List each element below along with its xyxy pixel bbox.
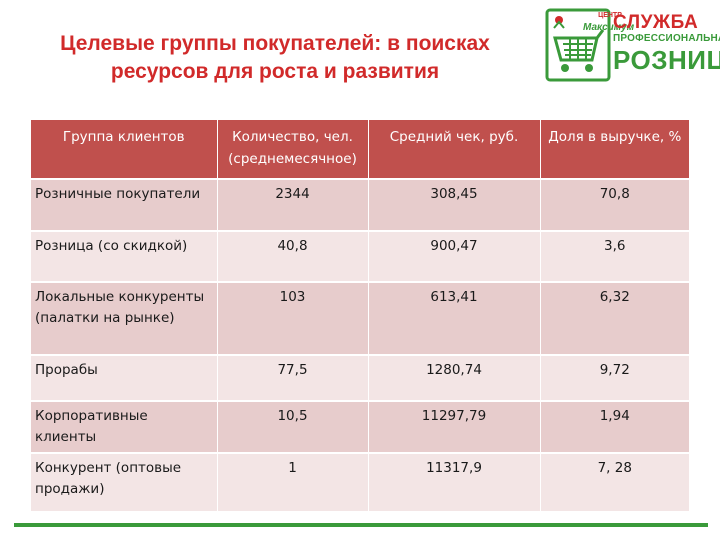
cell-avg-check: 11317,9 — [368, 452, 541, 511]
cell-count: 103 — [217, 281, 369, 355]
table-header-row: Группа клиентов Количество, чел. (средне… — [31, 120, 689, 179]
cell-avg-check: 308,45 — [368, 178, 541, 231]
cell-group: Розничные покупатели — [31, 178, 218, 231]
cell-group: Конкурент (оптовые продажи) — [31, 452, 218, 511]
table-row: Прорабы 77,5 1280,74 9,72 — [31, 354, 689, 401]
cell-avg-check: 613,41 — [368, 281, 541, 355]
cell-count: 2344 — [217, 178, 369, 231]
logo-brand-text: Максимум — [583, 22, 635, 33]
header-avg-check: Средний чек, руб. — [368, 120, 541, 179]
header-group: Группа клиентов — [31, 120, 218, 179]
logo-text: СЛУЖБА ПРОФЕССИОНАЛЬНАЯ РОЗНИЦА — [613, 12, 720, 76]
logo-small-text: ЦЕНТР — [598, 12, 622, 19]
table-row: Конкурент (оптовые продажи) 1 11317,9 7,… — [31, 452, 689, 511]
logo-line2: ПРОФЕССИОНАЛЬНАЯ — [613, 33, 720, 44]
header-count: Количество, чел. (среднемесячное) — [217, 120, 369, 179]
cell-share: 6,32 — [540, 281, 689, 355]
cell-count: 77,5 — [217, 354, 369, 401]
slide-title-line2: ресурсов для роста и развития — [110, 60, 440, 83]
table-row: Розница (со скидкой) 40,8 900,47 3,6 — [31, 230, 689, 282]
cell-avg-check: 900,47 — [368, 230, 541, 282]
cell-group: Корпоративные клиенты — [31, 400, 218, 453]
shopping-cart-icon — [545, 8, 715, 90]
cell-group: Розница (со скидкой) — [31, 230, 218, 282]
table-row: Розничные покупатели 2344 308,45 70,8 — [31, 178, 689, 231]
cell-avg-check: 1280,74 — [368, 354, 541, 401]
cell-count: 10,5 — [217, 400, 369, 453]
cell-share: 9,72 — [540, 354, 689, 401]
logo-line3: РОЗНИЦА — [613, 45, 720, 75]
header-share: Доля в выручке, % — [540, 120, 689, 179]
cell-share: 1,94 — [540, 400, 689, 453]
slide-title-line1: Целевые группы покупателей: в поисках — [60, 32, 490, 55]
cell-share: 70,8 — [540, 178, 689, 231]
bottom-divider — [14, 523, 708, 527]
customer-groups-table: Группа клиентов Количество, чел. (средне… — [31, 120, 689, 511]
cell-count: 1 — [217, 452, 369, 511]
cell-group: Прорабы — [31, 354, 218, 401]
table-row: Локальные конкуренты (палатки на рынке) … — [31, 281, 689, 355]
cell-share: 7, 28 — [540, 452, 689, 511]
slide-title: Целевые группы покупателей: в поисках ре… — [20, 30, 530, 86]
cell-avg-check: 11297,79 — [368, 400, 541, 453]
logo-line1: СЛУЖБА — [613, 12, 699, 33]
cell-group: Локальные конкуренты (палатки на рынке) — [31, 281, 218, 355]
table-row: Корпоративные клиенты 10,5 11297,79 1,94 — [31, 400, 689, 453]
cell-count: 40,8 — [217, 230, 369, 282]
cell-share: 3,6 — [540, 230, 689, 282]
